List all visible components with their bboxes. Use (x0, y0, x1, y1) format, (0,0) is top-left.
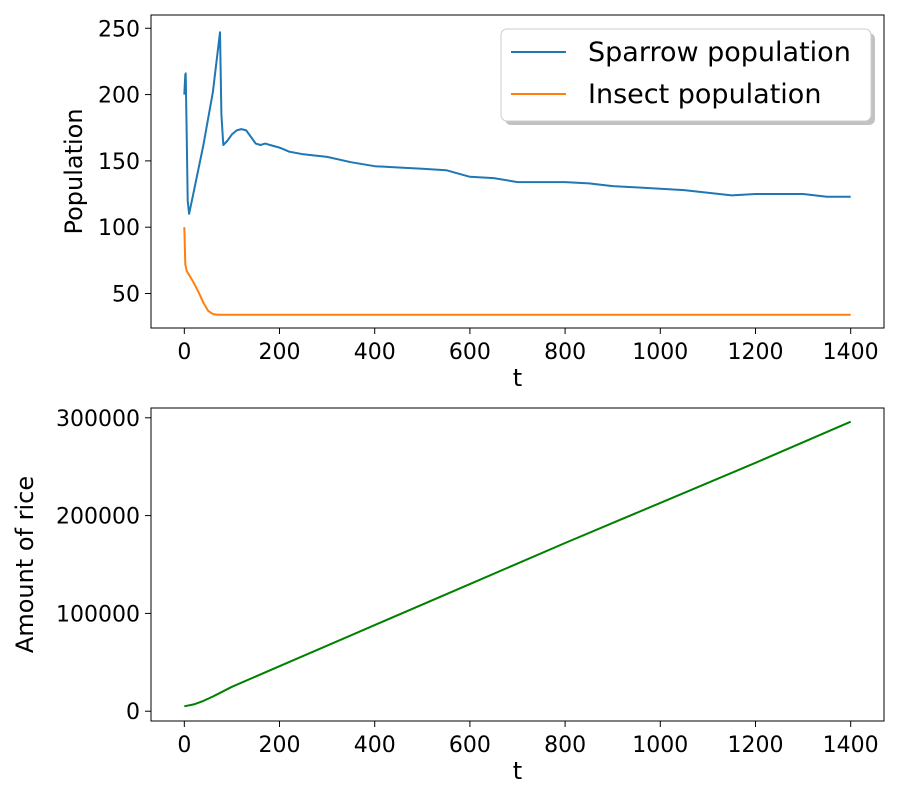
x-tick-label: 1400 (823, 340, 879, 365)
legend-box (500, 28, 872, 122)
y-tick-label: 100000 (56, 602, 140, 627)
x-tick-label: 1000 (632, 340, 688, 365)
x-tick-label: 1200 (727, 733, 783, 758)
x-tick-label: 600 (449, 340, 491, 365)
rice-chart: 0 200 400 600 800 1000 1200 1400 0 100000 200000 3… (11, 407, 885, 785)
y-tick-label: 100 (98, 216, 140, 241)
population-x-axis-label: t (513, 364, 522, 392)
rice-x-axis-label: t (513, 757, 522, 785)
x-tick-label: 400 (354, 733, 396, 758)
rice-amount-line (184, 420, 852, 708)
y-tick-label: 200000 (56, 505, 140, 530)
x-tick-label: 800 (544, 733, 586, 758)
sparrow-population-line (183, 31, 851, 215)
x-tick-label: 0 (177, 340, 191, 365)
y-tick-label: 0 (126, 700, 140, 725)
x-tick-label: 1400 (823, 733, 879, 758)
y-tick-label: 50 (112, 283, 140, 308)
y-tick-label: 250 (98, 17, 140, 42)
legend-label-sparrow: Sparrow population (588, 37, 851, 68)
x-tick-label: 1200 (727, 340, 783, 365)
x-tick-label: 1000 (632, 733, 688, 758)
x-tick-label: 600 (449, 733, 491, 758)
rice-axes-frame (150, 407, 885, 722)
x-tick-label: 200 (259, 340, 301, 365)
population-chart: 0 200 400 600 800 1000 1200 1400 50 100 150 200 250… (60, 14, 885, 392)
y-tick-label: 200 (98, 84, 140, 109)
x-tick-label: 400 (354, 340, 396, 365)
population-y-axis-label: Population (60, 108, 88, 234)
x-tick-label: 800 (544, 340, 586, 365)
population-axes-frame (150, 14, 885, 329)
y-tick-label: 150 (98, 150, 140, 175)
y-tick-label: 300000 (56, 407, 140, 432)
x-tick-label: 0 (177, 733, 191, 758)
legend-label-insect: Insect population (588, 79, 821, 110)
x-tick-label: 200 (259, 733, 301, 758)
insect-population-line (183, 227, 851, 316)
rice-y-axis-label: Amount of rice (11, 476, 39, 653)
population-legend: Sparrow population Insect population (500, 28, 875, 125)
